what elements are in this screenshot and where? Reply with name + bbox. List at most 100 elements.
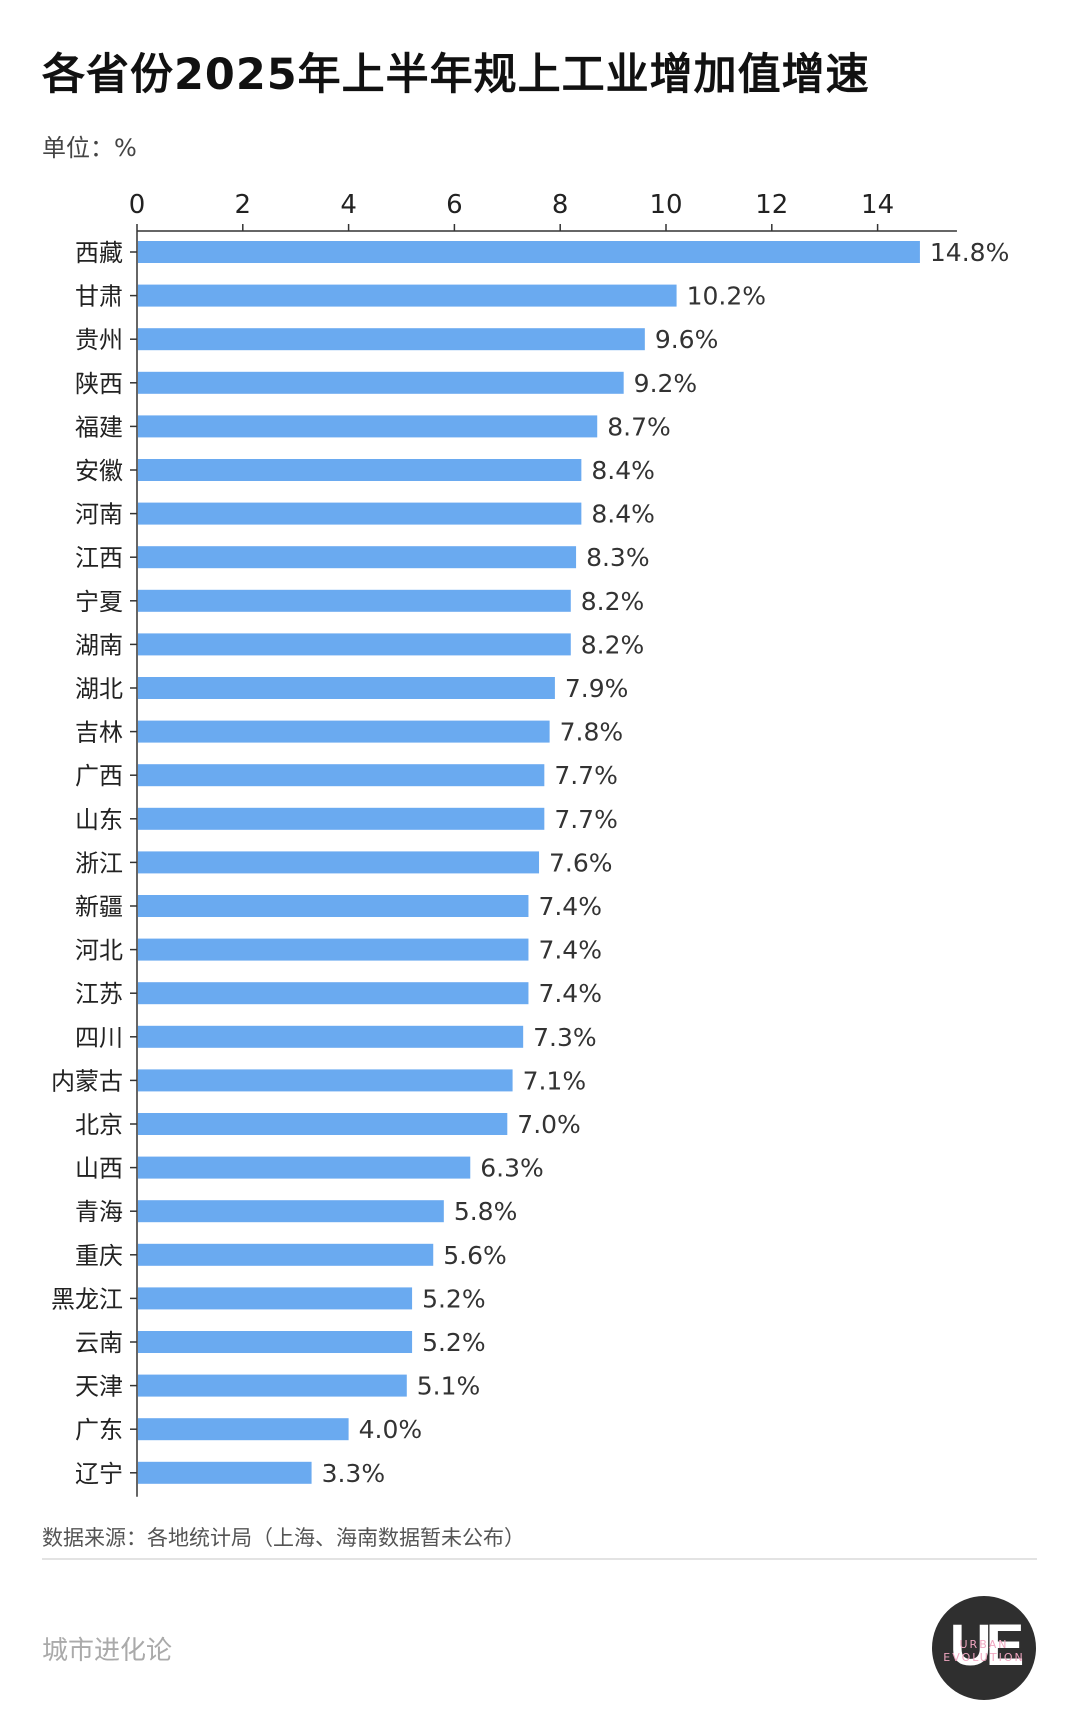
category-label: 湖南 [75,631,123,659]
data-label: 5.1% [417,1372,481,1401]
data-label: 7.1% [523,1066,587,1095]
bar [138,1287,413,1310]
data-label: 9.6% [655,325,719,354]
brand-name: 城市进化论 [42,1636,173,1666]
data-label: 14.8% [930,238,1009,267]
category-label: 安徽 [75,457,123,485]
data-label: 7.7% [554,805,618,834]
category-label: 广西 [75,762,123,790]
data-label: 8.2% [581,630,645,659]
category-label: 江苏 [75,980,123,1008]
bar [138,284,677,307]
bar [138,851,540,874]
category-label: 浙江 [75,849,123,877]
category-label: 贵州 [75,326,123,354]
bar [138,1156,471,1179]
bar [138,459,582,481]
data-label: 8.3% [586,543,650,572]
category-label: 河南 [75,501,123,529]
category-label: 山西 [75,1155,123,1183]
data-label: 8.2% [581,587,645,616]
data-label: 5.2% [422,1328,486,1357]
category-label: 福建 [75,413,123,441]
x-tick-label: 8 [552,190,569,220]
category-label: 辽宁 [75,1460,123,1488]
bar [138,633,571,656]
data-label: 7.6% [549,848,613,877]
bar [138,938,529,961]
category-label: 云南 [75,1329,123,1357]
category-label: 河北 [75,937,123,965]
bar [138,895,529,917]
category-label: 新疆 [75,893,123,921]
x-tick-label: 4 [340,190,357,220]
x-tick-label: 12 [755,190,788,220]
category-label: 山东 [75,806,123,834]
data-label: 5.8% [454,1197,518,1226]
data-label: 7.3% [533,1023,597,1052]
bar [138,502,582,525]
category-label: 吉林 [75,719,123,747]
category-label: 北京 [75,1111,123,1139]
x-tick-label: 2 [235,190,252,220]
bar [138,1331,413,1353]
data-label: 5.2% [422,1284,486,1313]
bar [138,589,571,612]
category-label: 重庆 [75,1242,123,1270]
x-tick-label: 0 [129,190,146,220]
data-label: 4.0% [359,1415,423,1444]
bar [138,328,645,351]
category-label: 宁夏 [75,588,123,616]
logo-mark: UE [949,1613,1025,1678]
bar [138,1025,524,1048]
data-label: 7.7% [554,761,618,790]
data-label: 7.0% [517,1110,581,1139]
data-label: 8.4% [591,456,655,485]
data-label: 8.4% [591,500,655,529]
bar [138,1243,434,1266]
bar [138,1113,508,1135]
category-label: 四川 [75,1024,123,1052]
category-label: 陕西 [75,370,123,398]
category-label: 内蒙古 [51,1067,123,1095]
data-label: 3.3% [322,1459,386,1488]
data-label: 7.8% [560,718,624,747]
bar [138,982,529,1005]
x-tick-label: 10 [649,190,682,220]
bar [138,415,598,438]
bar [138,1200,444,1223]
data-label: 7.4% [538,979,602,1008]
data-label: 6.3% [480,1154,544,1183]
x-tick-label: 14 [861,190,894,220]
data-label: 7.4% [538,892,602,921]
data-label: 8.7% [607,412,671,441]
category-label: 江西 [75,544,123,572]
bar [138,1418,349,1441]
category-label: 青海 [75,1198,123,1226]
category-label: 天津 [75,1373,123,1401]
category-label: 甘肃 [75,283,123,311]
bar [138,1461,312,1484]
logo-subtitle: URBAN EVOLUTION [943,1638,1025,1664]
unit-label: 单位：% [42,134,137,162]
bar-chart: 0 2 4 6 8 10 12 14 西藏 14.8% 甘肃 10.2% 贵州 9.6% 陕西 9.2% 福建 8… [51,190,1009,1497]
category-label: 黑龙江 [51,1285,123,1313]
bar [138,764,545,787]
category-label: 西藏 [75,239,123,267]
bar [138,1069,513,1092]
category-label: 广东 [75,1416,123,1444]
category-label: 湖北 [75,675,123,703]
divider [42,1558,1037,1560]
bar [138,241,920,263]
data-label: 10.2% [687,282,766,311]
bar [138,371,624,394]
bar [138,720,550,743]
chart-title: 各省份2025年上半年规上工业增加值增速 [42,50,870,100]
bar [138,546,577,569]
source-note: 数据来源：各地统计局（上海、海南数据暂未公布） [42,1526,525,1550]
bar [138,677,555,699]
x-tick-label: 6 [446,190,463,220]
bar [138,807,545,830]
bar [138,1374,407,1397]
data-label: 7.4% [538,936,602,965]
